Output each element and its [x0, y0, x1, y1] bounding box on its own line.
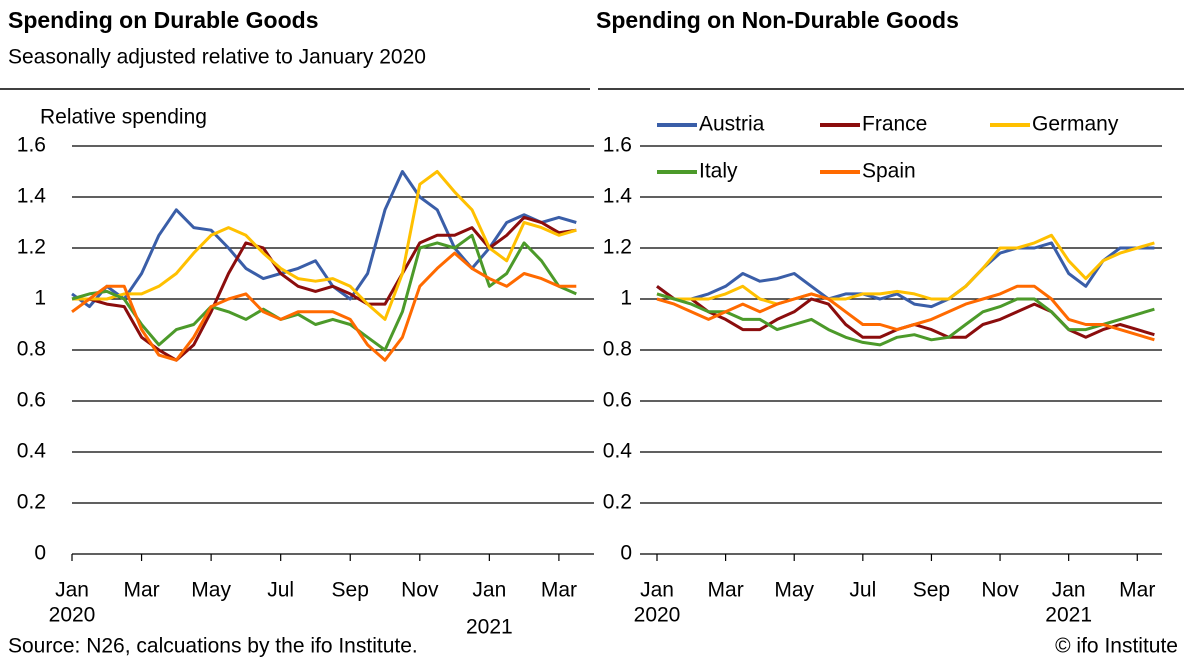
x-tick-label: Mar	[541, 579, 577, 602]
source-note: Source: N26, calcuations by the ifo Inst…	[8, 635, 418, 658]
series-line	[71, 233, 577, 352]
x-tick-label: Jan	[472, 579, 506, 602]
y-tick-label: 1.4	[17, 185, 47, 208]
x-tick-label: Jul	[267, 579, 294, 602]
y-axis-label: Relative spending	[40, 106, 207, 129]
series-line	[72, 170, 577, 321]
x-year-label: 2021	[1045, 604, 1092, 627]
series-line	[71, 170, 577, 309]
x-tick-label: Nov	[981, 579, 1019, 602]
x-tick-label: Jan	[640, 579, 674, 602]
x-tick-label: Jan	[1052, 579, 1086, 602]
legend-label: Italy	[699, 160, 738, 183]
x-tick-label: Mar	[1119, 579, 1155, 602]
y-tick-label: 1.6	[603, 134, 632, 157]
x-tick-label: Nov	[401, 579, 439, 602]
x-tick-label: Mar	[708, 579, 744, 602]
x-year-label: 2020	[634, 604, 681, 627]
series-line	[656, 292, 1155, 347]
y-tick-label: 0	[34, 542, 46, 565]
x-year-label: 2020	[49, 604, 96, 627]
y-tick-label: 0.8	[603, 338, 632, 361]
x-tick-label: Mar	[123, 579, 159, 602]
credit: © ifo Institute	[1055, 635, 1178, 658]
series-line	[656, 233, 1155, 306]
x-tick-label: May	[774, 579, 814, 602]
x-tick-label: Sep	[332, 579, 369, 602]
series-line	[72, 215, 577, 362]
y-tick-label: 0.8	[17, 338, 46, 361]
y-tick-label: 0.2	[603, 491, 632, 514]
y-tick-label: 0.4	[603, 440, 633, 463]
legend-label: France	[862, 113, 927, 136]
x-year-label: 2021	[466, 616, 513, 639]
y-tick-label: 1	[620, 287, 632, 310]
y-tick-label: 1	[34, 287, 46, 310]
legend-label: Spain	[862, 160, 916, 183]
legend-label: Germany	[1032, 113, 1119, 136]
y-tick-label: 1.4	[603, 185, 633, 208]
series-line	[71, 251, 577, 362]
x-tick-label: Jan	[55, 579, 89, 602]
chart-title: Spending on Durable Goods	[8, 7, 319, 33]
y-tick-label: 0.4	[17, 440, 47, 463]
x-tick-label: May	[191, 579, 231, 602]
chart-subtitle: Seasonally adjusted relative to January …	[8, 46, 426, 69]
y-tick-label: 1.2	[603, 236, 632, 259]
x-tick-label: Sep	[913, 579, 950, 602]
x-tick-label: Jul	[849, 579, 876, 602]
y-tick-label: 0.6	[603, 389, 632, 412]
legend-label: Austria	[699, 113, 765, 136]
y-tick-label: 0.2	[17, 491, 46, 514]
y-tick-label: 1.6	[17, 134, 46, 157]
chart-title: Spending on Non-Durable Goods	[596, 7, 959, 33]
y-tick-label: 1.2	[17, 236, 46, 259]
series-line	[656, 284, 1155, 342]
y-tick-label: 0	[620, 542, 632, 565]
y-tick-label: 0.6	[17, 389, 46, 412]
series-line	[656, 241, 1155, 309]
